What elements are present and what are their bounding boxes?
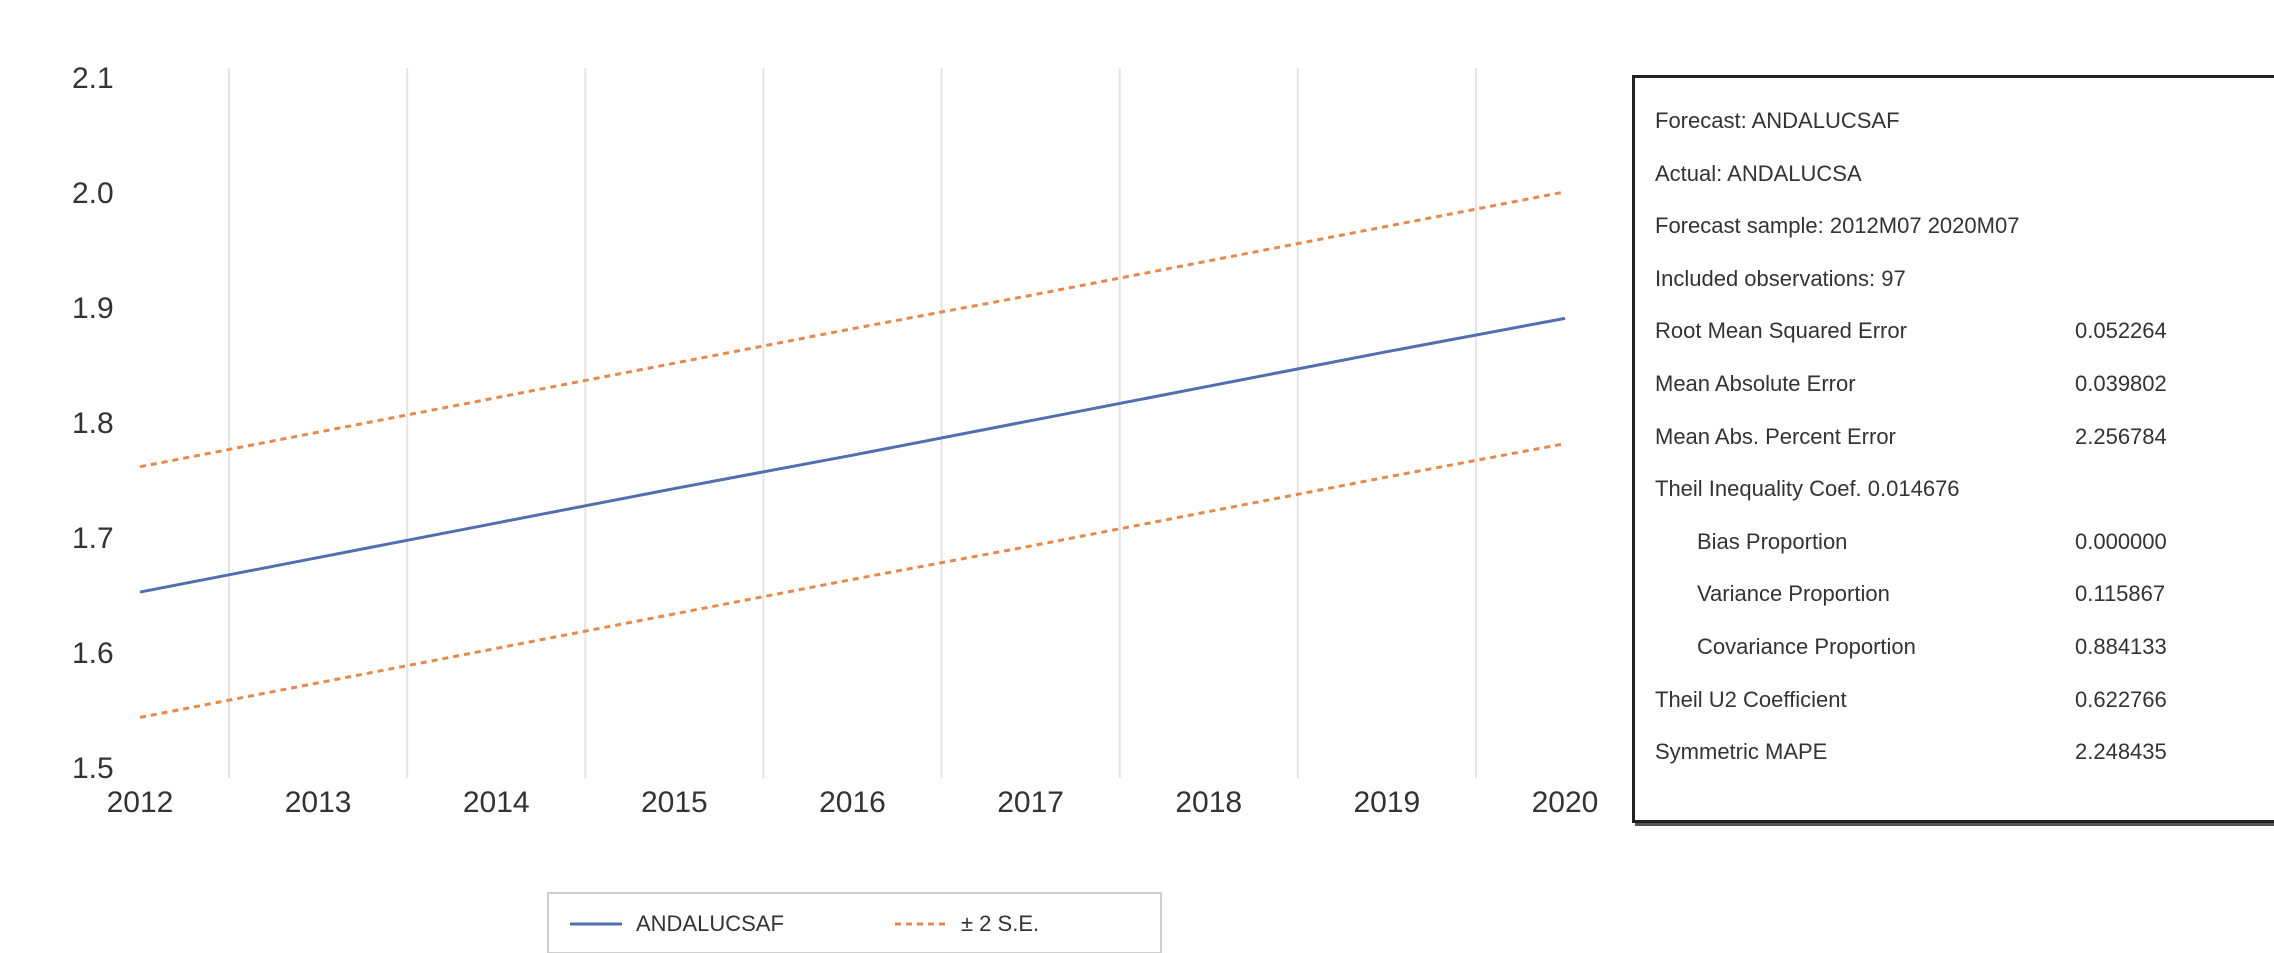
y-tick-label: 1.6 [72,637,114,670]
x-tick-label: 2016 [819,786,886,819]
stats-label: Bias Proportion [1697,528,1848,554]
series-line-forecast [139,316,1566,594]
stats-label: Mean Absolute Error [1655,370,1856,396]
y-tick-label: 2.0 [72,177,114,210]
stats-label: Theil Inequality Coef. 0.014676 [1655,476,1960,502]
stats-value: 0.039802 [2075,370,2167,396]
stats-row: Forecast: ANDALUCSAF [1655,92,2274,145]
stats-row: Mean Abs. Percent Error 2.256784 [1655,408,2274,461]
stats-label: Actual: ANDALUCSA [1655,160,1862,186]
stats-row: Symmetric MAPE 2.248435 [1655,723,2274,776]
stats-row: Mean Absolute Error 0.039802 [1655,355,2274,408]
x-tick-label: 2014 [463,786,530,819]
stats-row: Variance Proportion 0.115867 [1655,565,2274,618]
forecast-statistics-box: Forecast: ANDALUCSAF Actual: ANDALUCSA For… [1632,75,2274,823]
stats-label: Forecast: ANDALUCSAF [1655,108,1900,133]
legend: ANDALUCSAF ± 2 S.E. [547,892,1162,953]
y-tick-label: 1.7 [72,522,114,555]
series-lines [139,190,1566,719]
stats-value: 0.052264 [2075,318,2167,344]
stats-row: Actual: ANDALUCSA [1655,145,2274,198]
y-axis-ticks: 1.5 1.6 1.7 1.8 1.9 2.0 2.1 [72,62,114,785]
y-tick-label: 1.8 [72,407,114,440]
x-tick-label: 2012 [107,786,174,819]
y-tick-label: 2.1 [72,62,114,95]
stats-label: Symmetric MAPE [1655,739,1828,765]
grid-lines [228,68,1477,778]
stats-value: 2.248435 [2075,739,2167,765]
stats-row: Included observations: 97 [1655,250,2274,303]
stats-label: Covariance Proportion [1697,633,1916,659]
y-tick-label: 1.9 [72,292,114,325]
x-axis-ticks: 2012 2013 2014 2015 2016 2017 2018 2019 2020 [107,786,1599,819]
stats-value: 0.622766 [2075,686,2167,712]
x-tick-label: 2020 [1532,786,1599,819]
x-tick-label: 2018 [1175,786,1242,819]
stats-row: Covariance Proportion 0.884133 [1655,618,2274,671]
stats-value: 0.000000 [2075,528,2167,554]
stats-value: 2.256784 [2075,423,2167,449]
stats-label: Root Mean Squared Error [1655,318,1907,344]
stats-row: Bias Proportion 0.000000 [1655,513,2274,566]
stats-row: Theil Inequality Coef. 0.014676 [1655,460,2274,513]
stats-label: Variance Proportion [1697,581,1890,607]
x-tick-label: 2015 [641,786,708,819]
stats-label: Forecast sample: 2012M07 2020M07 [1655,213,2020,239]
legend-box [547,892,1162,953]
stats-row: Root Mean Squared Error 0.052264 [1655,302,2274,355]
x-tick-label: 2013 [285,786,352,819]
stats-row: Forecast sample: 2012M07 2020M07 [1655,197,2274,250]
x-tick-label: 2017 [997,786,1064,819]
x-tick-label: 2019 [1354,786,1421,819]
series-line-lower-band [139,442,1566,719]
forecast-chart: 1.51.61.71.81.92.02.1 2012 2013 2014 2015 20… [72,62,1599,953]
stats-label: Included observations: 97 [1655,265,1906,291]
stats-label: Theil U2 Coefficient [1655,686,1847,712]
legend-label-forecast: ANDALUCSAF [636,911,784,936]
legend-label-band: ± 2 S.E. [961,911,1039,936]
stats-value: 0.115867 [2075,581,2166,607]
stats-value: 0.884133 [2075,633,2167,659]
series-line-upper-band [139,190,1566,469]
stats-row: Theil U2 Coefficient 0.622766 [1655,671,2274,724]
y-tick-label: 1.5 [72,752,114,785]
stats-label: Mean Abs. Percent Error [1655,423,1896,449]
